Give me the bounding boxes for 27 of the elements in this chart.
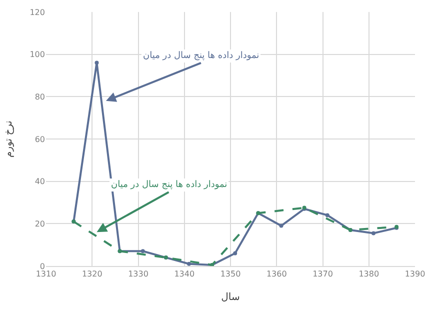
y-tick-label: 40 [34, 177, 45, 186]
x-tick-label: 1360 [266, 270, 287, 279]
y-tick-label: 0 [40, 262, 45, 271]
x-tick-label: 1320 [82, 270, 102, 279]
annotation: نمودار داده ها پنج سال در میان [111, 180, 228, 190]
point [371, 231, 376, 236]
y-tick-label: 80 [34, 92, 45, 102]
point [94, 60, 99, 65]
y-axis-title: نرخ تورم [4, 120, 15, 158]
annotation: نمودار داده ها پنج سال در میان [143, 51, 260, 61]
x-tick-label: 1330 [128, 270, 148, 279]
x-tick-label: 1350 [220, 270, 241, 279]
point [325, 213, 330, 218]
x-tick-label: 1390 [404, 270, 426, 279]
y-tick-label: 120 [30, 8, 45, 17]
point [186, 262, 191, 266]
y-tick-label: 20 [34, 219, 45, 228]
point [140, 249, 145, 254]
point [279, 224, 284, 228]
x-axis-title: سال [221, 292, 240, 304]
x-tick-label: 1310 [36, 270, 56, 279]
x-tick-label: 1380 [358, 270, 380, 279]
x-tick-label: 1340 [174, 270, 195, 279]
x-tick-label: 1370 [312, 270, 333, 279]
y-tick-label: 60 [34, 134, 45, 144]
y-tick-label: 100 [30, 50, 45, 60]
point [233, 251, 238, 256]
